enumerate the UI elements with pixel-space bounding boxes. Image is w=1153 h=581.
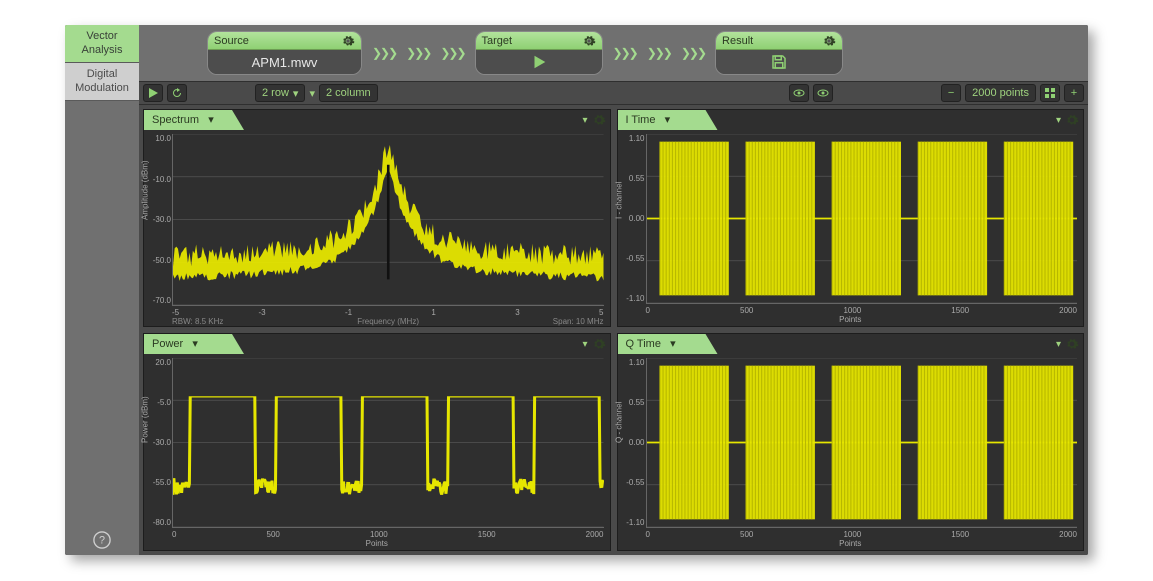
help-icon: ? [93,531,111,549]
node-title: Source [214,35,249,47]
help-button[interactable]: ? [65,527,139,555]
tab-label: Modulation [65,81,139,95]
chevron-down-icon[interactable]: ▾ [582,115,587,126]
chevron-icon: ❯❯❯ [647,46,671,60]
gear-icon[interactable] [1065,113,1079,127]
chevron-down-icon: ▾ [665,114,671,126]
panel-title[interactable]: Q Time ▾ [618,334,718,354]
cols-selector[interactable]: 2 column [319,84,378,102]
gear-icon[interactable] [582,34,596,48]
panel-itime: I Time ▾ ▾ I - channel 1.100.550.00-0.55… [617,109,1085,327]
svg-text:?: ? [99,535,105,547]
sub-right: Span: 10 MHz [553,317,604,326]
refresh-button[interactable] [167,84,187,102]
chevron-down-icon[interactable]: ▾ [1056,115,1061,126]
x-ticks: 0500100015002000 [646,306,1078,315]
gear-icon[interactable] [822,34,836,48]
refresh-icon [171,87,183,99]
panel-title[interactable]: I Time ▾ [618,110,718,130]
save-icon[interactable] [770,53,788,71]
panel-qtime: Q Time ▾ ▾ Q - channel 1.100.550.00-0.55… [617,333,1085,551]
view-button-2[interactable] [813,84,833,102]
panel-title[interactable]: Power ▾ [144,334,244,354]
sidebar-fill [65,101,139,527]
sidebar: Vector Analysis Digital Modulation ? [65,25,139,555]
node-target[interactable]: Target [475,31,603,75]
chevron-down-icon: ▾ [192,338,198,350]
source-file: APM1.mwv [252,55,318,70]
tab-vector-analysis[interactable]: Vector Analysis [65,25,139,63]
chevron-icon: ❯❯❯ [372,46,396,60]
flow-arrows: ❯❯❯ ❯❯❯ ❯❯❯ [613,46,706,60]
y-ticks: 1.100.550.00-0.55-1.10 [621,358,645,527]
app-window: Vector Analysis Digital Modulation ? Sou… [65,25,1088,555]
panel-power: Power ▾ ▾ Power (dBm) 20.0-5.0-30.0-55.0… [143,333,611,551]
tab-digital-modulation[interactable]: Digital Modulation [65,63,139,101]
view-button-1[interactable] [789,84,809,102]
chevron-down-icon: ▾ [670,338,676,350]
node-title: Result [722,35,753,47]
minus-button[interactable]: − [941,84,961,102]
flow-arrows: ❯❯❯ ❯❯❯ ❯❯❯ [372,46,465,60]
gear-icon[interactable] [1065,337,1079,351]
gear-icon[interactable] [592,337,606,351]
main-area: Source APM1.mwv ❯❯❯ ❯❯❯ ❯❯❯ Target ❯❯❯ ❯… [139,25,1088,555]
play-icon [147,87,159,99]
chevron-down-icon: ▾ [293,87,299,100]
plot-spectrum[interactable]: Amplitude (dBm) 10.0-10.0-30.0-50.0-70.0 [172,134,604,306]
chevron-down-icon: ▾ [208,114,214,126]
flow-row: Source APM1.mwv ❯❯❯ ❯❯❯ ❯❯❯ Target ❯❯❯ ❯… [139,25,1088,81]
y-ticks: 20.0-5.0-30.0-55.0-80.0 [147,358,171,527]
plus-icon: + [1071,87,1077,99]
plot-qtime[interactable]: Q - channel 1.100.550.00-0.55-1.10 [646,358,1078,528]
tab-label: Vector [65,29,139,43]
chevron-icon: ❯❯❯ [406,46,430,60]
rows-selector[interactable]: 2 row▾ [255,84,305,102]
gear-icon[interactable] [341,34,355,48]
plot-power[interactable]: Power (dBm) 20.0-5.0-30.0-55.0-80.0 [172,358,604,528]
x-axis-label: Frequency (MHz) [357,317,419,326]
chevron-icon: ❯❯❯ [613,46,637,60]
eye-icon [793,87,805,99]
node-title: Target [482,35,513,47]
gear-icon[interactable] [592,113,606,127]
grid-icon [1044,87,1056,99]
toolbar: 2 row▾ ▾ 2 column − 2000 points + [139,81,1088,105]
plot-itime[interactable]: I - channel 1.100.550.00-0.55-1.10 [646,134,1078,304]
chevron-icon: ❯❯❯ [440,46,464,60]
x-ticks: -5-3-1135 [172,308,604,317]
x-axis-label: Points [618,539,1084,550]
play-icon[interactable] [530,53,548,71]
tab-label: Analysis [65,43,139,57]
y-ticks: 10.0-10.0-30.0-50.0-70.0 [147,134,171,305]
x-axis-label: Points [618,315,1084,326]
chevron-down-icon[interactable]: ▾ [582,339,587,350]
points-display[interactable]: 2000 points [965,84,1036,102]
sub-left: RBW: 8.5 KHz [172,317,223,326]
panel-title[interactable]: Spectrum ▾ [144,110,244,130]
tab-label: Digital [65,67,139,81]
chevron-icon: ❯❯❯ [681,46,705,60]
panel-spectrum: Spectrum ▾ ▾ Amplitude (dBm) 10.0-10.0-3… [143,109,611,327]
minus-icon: − [948,87,954,99]
eye-icon [817,87,829,99]
chart-grid: Spectrum ▾ ▾ Amplitude (dBm) 10.0-10.0-3… [139,105,1088,555]
x-ticks: 0500100015002000 [172,530,604,539]
node-result[interactable]: Result [715,31,843,75]
chevron-down-icon[interactable]: ▾ [1056,339,1061,350]
y-ticks: 1.100.550.00-0.55-1.10 [621,134,645,303]
plus-button[interactable]: + [1064,84,1084,102]
x-axis-label: Points [144,539,610,550]
node-source[interactable]: Source APM1.mwv [207,31,362,75]
play-button[interactable] [143,84,163,102]
grid-button[interactable] [1040,84,1060,102]
x-ticks: 0500100015002000 [646,530,1078,539]
